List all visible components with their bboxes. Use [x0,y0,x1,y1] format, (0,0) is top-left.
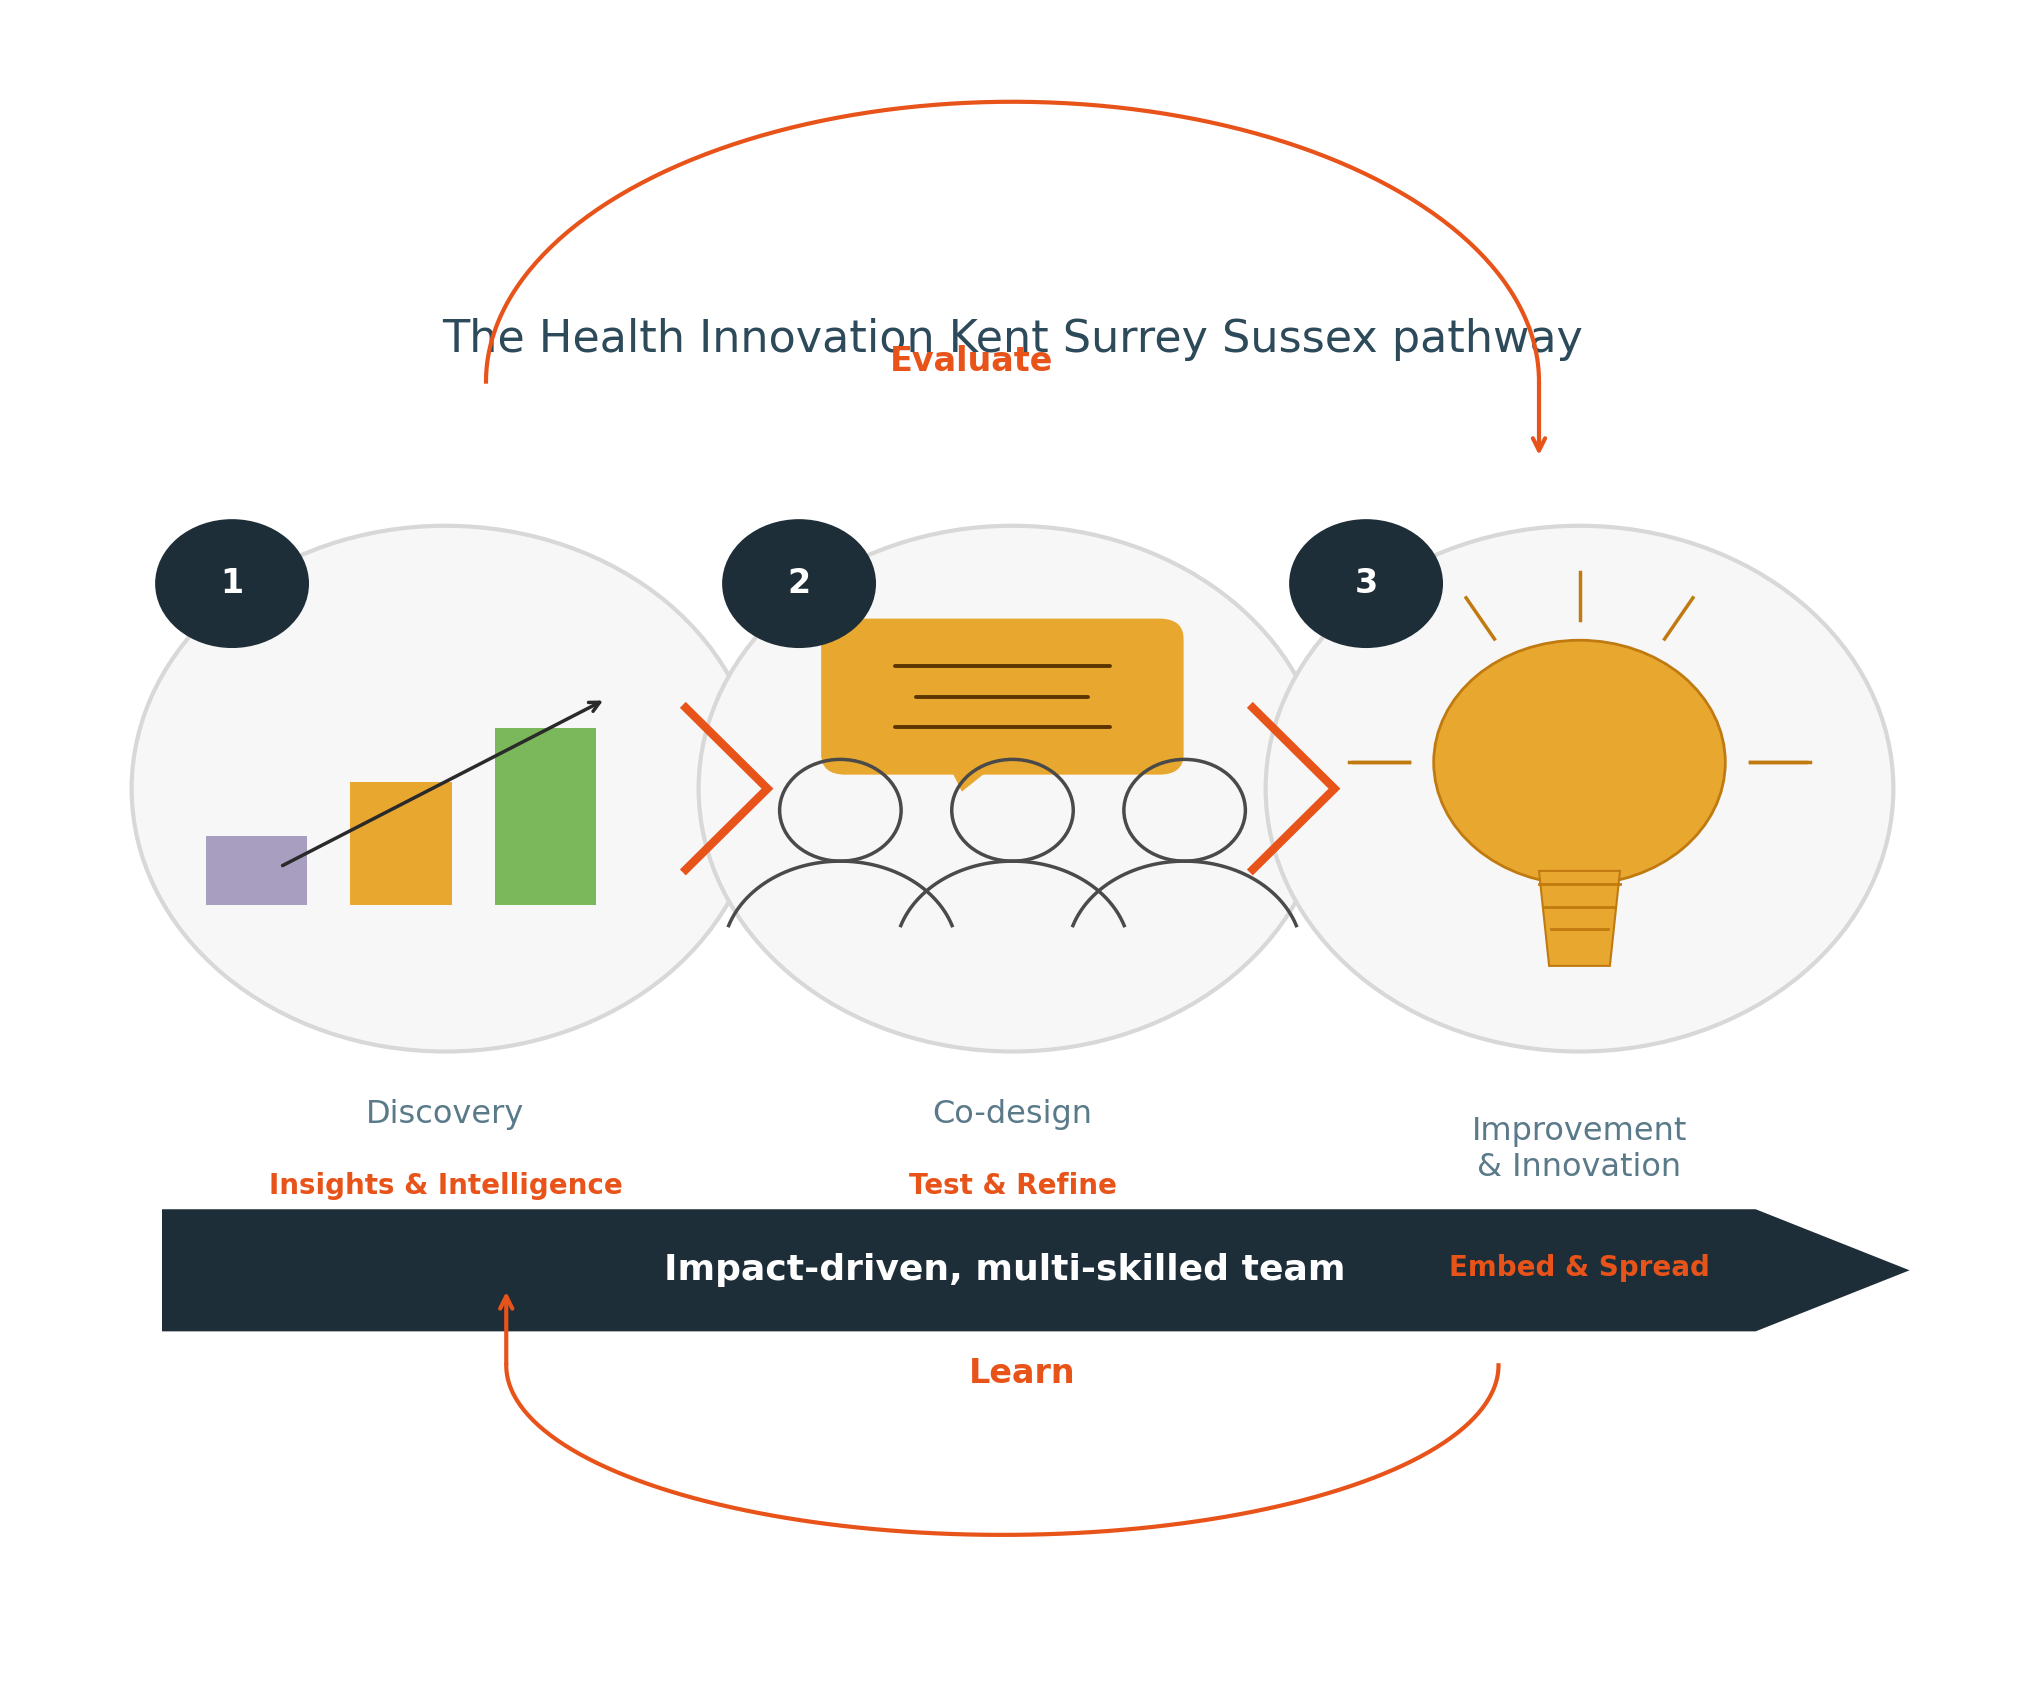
Text: Discovery: Discovery [367,1099,524,1130]
Text: Improvement
& Innovation: Improvement & Innovation [1472,1116,1687,1182]
FancyBboxPatch shape [822,619,1183,775]
Polygon shape [162,1209,1910,1331]
Text: Insights & Intelligence: Insights & Intelligence [269,1172,622,1201]
Circle shape [723,519,877,648]
Circle shape [1266,526,1893,1052]
Bar [350,782,452,906]
Circle shape [1290,519,1444,648]
Text: Co-design: Co-design [932,1099,1094,1130]
Text: 2: 2 [788,566,810,600]
Text: Learn: Learn [970,1357,1075,1391]
Bar [207,836,308,906]
Text: Impact-driven, multi-skilled team: Impact-driven, multi-skilled team [664,1253,1347,1287]
Circle shape [156,519,310,648]
Polygon shape [942,751,1012,792]
Text: Embed & Spread: Embed & Spread [1450,1253,1709,1282]
Polygon shape [1539,872,1620,967]
Bar [496,728,597,906]
Text: The Health Innovation Kent Surrey Sussex pathway: The Health Innovation Kent Surrey Sussex… [441,317,1584,361]
Circle shape [132,526,759,1052]
Circle shape [699,526,1326,1052]
Circle shape [1434,641,1725,885]
Text: Test & Refine: Test & Refine [909,1172,1116,1201]
Text: 1: 1 [221,566,243,600]
Text: 3: 3 [1355,566,1377,600]
Text: Evaluate: Evaluate [891,344,1053,378]
